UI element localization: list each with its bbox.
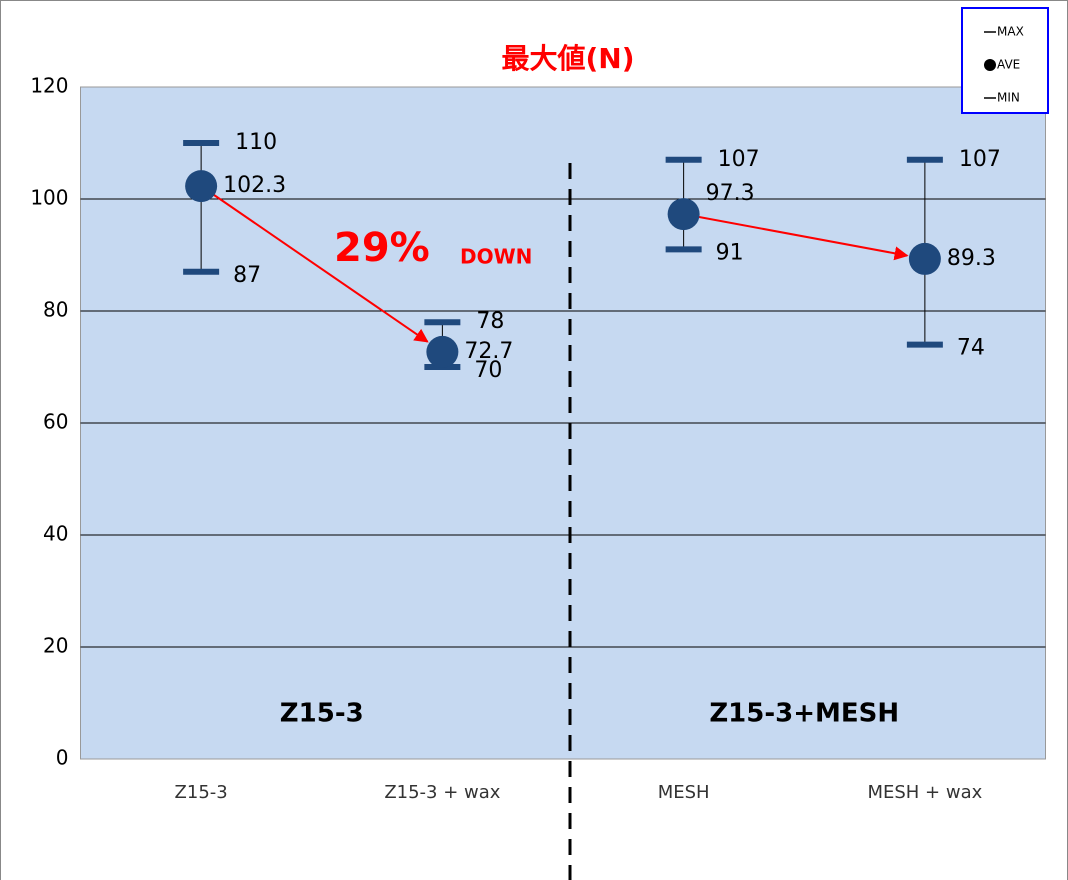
y-tick-label: 40 bbox=[43, 522, 68, 546]
min-label: 91 bbox=[716, 240, 744, 265]
max-label: 78 bbox=[476, 309, 504, 334]
average-dot bbox=[185, 170, 218, 203]
legend-label: AVE bbox=[997, 58, 1020, 72]
x-tick-label: MESH + wax bbox=[867, 782, 982, 803]
y-tick-label: 20 bbox=[43, 634, 68, 658]
legend-label: MIN bbox=[997, 91, 1020, 105]
group-label: Z15-3 bbox=[280, 699, 364, 729]
x-tick-label: MESH bbox=[658, 782, 710, 803]
legend-marker bbox=[984, 59, 996, 71]
average-label: 89.3 bbox=[947, 246, 996, 271]
min-label: 87 bbox=[233, 263, 261, 288]
y-tick-label: 100 bbox=[30, 186, 68, 210]
chart-title: 最大値(N) bbox=[501, 42, 634, 75]
legend-box bbox=[961, 7, 1049, 114]
annotation: DOWN bbox=[460, 245, 532, 269]
group-label: Z15-3+MESH bbox=[709, 699, 899, 729]
trend-arrow bbox=[200, 185, 429, 343]
x-tick-label: Z15-3 bbox=[175, 782, 228, 803]
average-dot bbox=[667, 198, 700, 231]
trend-arrow bbox=[683, 213, 909, 261]
average-label: 72.7 bbox=[464, 339, 513, 364]
y-tick-label: 80 bbox=[43, 298, 68, 322]
average-label: 97.3 bbox=[706, 181, 755, 206]
average-dot bbox=[426, 335, 459, 368]
average-label: 102.3 bbox=[223, 173, 286, 198]
y-tick-label: 60 bbox=[43, 410, 68, 434]
max-label: 107 bbox=[959, 147, 1001, 172]
legend-label: MAX bbox=[997, 25, 1024, 39]
min-label: 74 bbox=[957, 336, 985, 361]
annotation: 29% bbox=[334, 225, 430, 271]
min-label: 70 bbox=[474, 358, 502, 383]
max-label: 107 bbox=[718, 147, 760, 172]
y-tick-label: 0 bbox=[56, 746, 69, 770]
max-label: 110 bbox=[235, 130, 277, 155]
y-tick-label: 120 bbox=[30, 74, 68, 98]
average-dot bbox=[908, 242, 941, 275]
x-tick-label: Z15-3 + wax bbox=[384, 782, 500, 803]
